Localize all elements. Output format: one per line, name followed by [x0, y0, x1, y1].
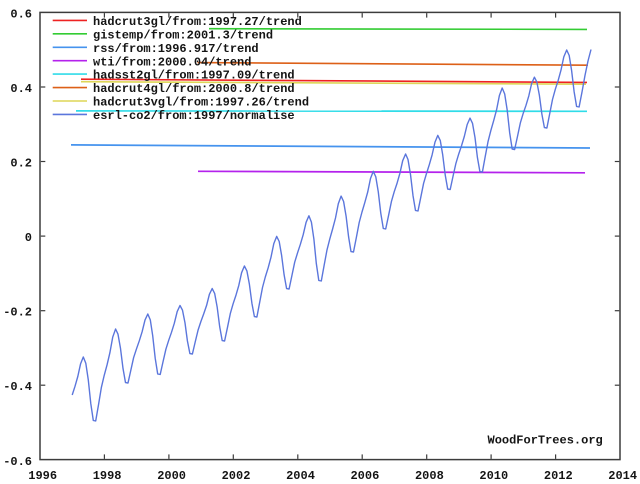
svg-text:1998: 1998: [93, 469, 122, 483]
svg-text:esrl-co2/from:1997/normalise: esrl-co2/from:1997/normalise: [93, 109, 295, 123]
svg-text:2012: 2012: [544, 469, 573, 483]
svg-text:-0.6: -0.6: [3, 455, 32, 469]
svg-text:gistemp/from:2001.3/trend: gistemp/from:2001.3/trend: [93, 28, 273, 42]
svg-text:0.2: 0.2: [10, 157, 32, 171]
svg-text:2004: 2004: [286, 469, 315, 483]
svg-text:0.4: 0.4: [10, 82, 32, 96]
svg-text:hadcrut3vgl/from:1997.26/trend: hadcrut3vgl/from:1997.26/trend: [93, 96, 309, 110]
svg-text:WoodForTrees.org: WoodForTrees.org: [488, 434, 603, 448]
svg-text:2010: 2010: [479, 469, 508, 483]
svg-text:2000: 2000: [157, 469, 186, 483]
svg-text:-0.4: -0.4: [3, 380, 32, 394]
svg-text:0: 0: [25, 231, 32, 245]
svg-text:rss/from:1996.917/trend: rss/from:1996.917/trend: [93, 42, 259, 56]
svg-text:hadsst2gl/from:1997.09/trend: hadsst2gl/from:1997.09/trend: [93, 69, 295, 83]
svg-text:0.6: 0.6: [10, 7, 32, 21]
svg-text:2002: 2002: [222, 469, 251, 483]
svg-text:2014: 2014: [608, 469, 637, 483]
svg-text:hadcrut3gl/from:1997.27/trend: hadcrut3gl/from:1997.27/trend: [93, 15, 302, 29]
svg-text:hadcrut4gl/from:2000.8/trend: hadcrut4gl/from:2000.8/trend: [93, 82, 295, 96]
svg-text:-0.2: -0.2: [3, 306, 32, 320]
svg-text:1996: 1996: [28, 469, 57, 483]
svg-text:2008: 2008: [415, 469, 444, 483]
svg-text:2006: 2006: [350, 469, 379, 483]
svg-text:wti/from:2000.04/trend: wti/from:2000.04/trend: [93, 55, 251, 69]
